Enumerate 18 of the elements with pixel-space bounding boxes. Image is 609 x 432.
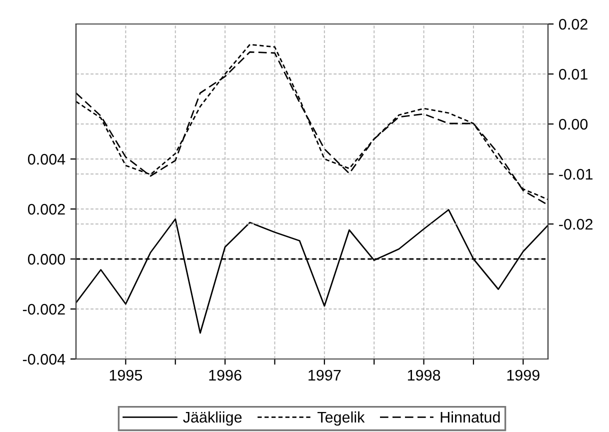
y2-tick-label: -0.01 xyxy=(559,168,592,180)
y-tick-label: 0.002 xyxy=(28,204,65,215)
y2-tick-label: 0.00 xyxy=(559,118,588,130)
y2-tick-label: 0.02 xyxy=(559,18,588,30)
y2-tick-label: 0.01 xyxy=(559,68,588,80)
y-tick-label: -0.004 xyxy=(22,354,66,365)
x-tick-label: 1995 xyxy=(110,370,142,381)
x-tick-label: 1999 xyxy=(507,370,540,381)
legend-label: Hinnatud xyxy=(440,411,500,423)
x-tick-label: 1997 xyxy=(308,370,341,381)
legend-label: Jääkliige xyxy=(183,411,242,426)
y2-tick-label: -0.02 xyxy=(559,218,592,230)
y-tick-label: -0.002 xyxy=(22,304,65,315)
legend-label: Tegelik xyxy=(318,411,365,426)
x-tick-label: 1996 xyxy=(209,370,242,381)
x-tick-label: 1998 xyxy=(408,370,440,381)
y-tick-label: 0.000 xyxy=(28,254,65,265)
y-tick-label: 0.004 xyxy=(28,154,66,165)
